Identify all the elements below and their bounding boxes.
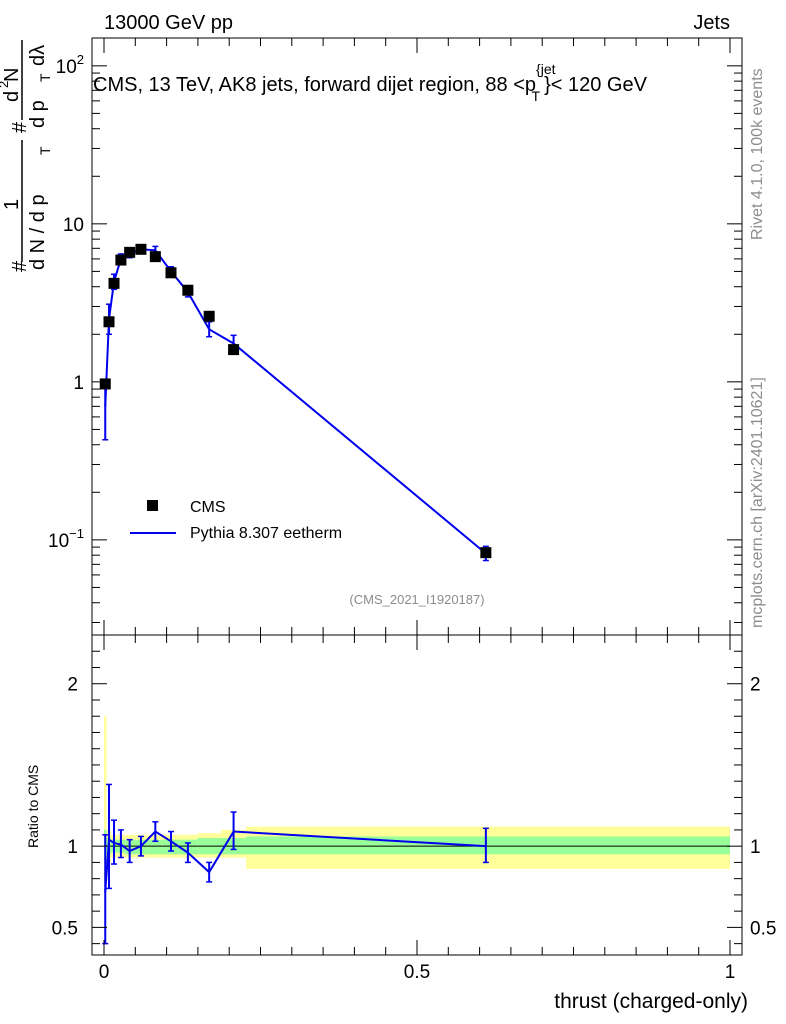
mcplots-label: mcplots.cern.ch [arXiv:2401.10621] — [749, 377, 766, 628]
ylabel-dn-dpt: d N / d p — [27, 194, 49, 270]
ratio-y-axis: 0.5 0.5 1 1 2 2 — [52, 650, 776, 945]
pythia-line — [104, 248, 487, 555]
main-y-tick-label: 102 — [56, 52, 84, 78]
ylabel-d: d — [1, 91, 23, 102]
ratio-x-axis: 0 0.5 1 — [99, 635, 736, 983]
inner-band-bin — [147, 839, 163, 855]
ratio-y-tick-label: 1 — [67, 837, 78, 858]
cms-point — [124, 246, 136, 258]
main-y-tick-label: 10 — [63, 215, 84, 236]
ratio-y-tick-label: 2 — [67, 675, 78, 696]
main-frame — [91, 37, 743, 636]
x-tick-label: 1 — [725, 962, 736, 983]
legend-pythia-label: Pythia 8.307 eetherm — [190, 525, 342, 542]
x-tick-label: 0 — [99, 962, 110, 983]
plot-title: CMS, 13 TeV, AK8 jets, forward dijet reg… — [93, 61, 648, 104]
ylabel-exp-2: 2 — [0, 81, 11, 88]
cms-point — [480, 547, 492, 559]
header-energy: 13000 GeV pp — [104, 12, 233, 34]
ratio-panel: 0.5 0.51 12 2 0 0.5 1 Ratio to CMS thrust (ch… — [25, 634, 776, 1013]
main-panel: 10−1 1 10 102 CMS, 13 TeV, AK8 jets, forwar… — [0, 37, 743, 636]
cms-point — [99, 378, 111, 390]
main-x-ticks — [103, 38, 731, 635]
legend-cms-marker — [147, 500, 158, 511]
ratio-uncertainty-bands — [104, 716, 731, 882]
ylabel-dp-sub: T — [37, 73, 53, 82]
ratio-y-tick-label: 0.5 — [52, 918, 78, 939]
main-y-tick-label: 10−1 — [48, 526, 84, 552]
ratio-y-label: Ratio to CMS — [25, 765, 41, 848]
ylabel-hash-mid: # — [9, 121, 31, 133]
ratio-y-tick-label-right: 2 — [750, 675, 761, 696]
legend: CMS Pythia 8.307 eetherm — [130, 499, 342, 542]
ylabel-dn-dpt-sub: T — [37, 146, 53, 155]
header-category: Jets — [693, 12, 730, 34]
ylabel-dp: d p — [27, 100, 49, 128]
ratio-y-tick-label-right: 0.5 — [750, 918, 776, 939]
rivet-version-label: Rivet 4.1.0, 100k events — [749, 68, 766, 240]
cms-point — [165, 267, 177, 279]
cms-point — [228, 344, 240, 356]
cms-point — [149, 251, 161, 263]
ratio-y-tick-label-right: 1 — [750, 837, 761, 858]
inner-band-bin — [246, 836, 731, 855]
cms-point — [108, 277, 120, 289]
cms-point — [115, 254, 127, 266]
legend-cms-label: CMS — [190, 499, 226, 516]
main-y-axis: 10−1 1 10 102 — [48, 52, 742, 623]
cms-point — [182, 284, 194, 296]
outer-band-bin — [104, 716, 107, 882]
ylabel-dlambda: dλ — [27, 45, 49, 66]
ylabel-hash-left: # — [9, 260, 31, 272]
ratio-pythia-series — [102, 783, 489, 945]
pythia-series — [102, 244, 489, 562]
cms-point — [203, 310, 215, 322]
x-tick-label: 0.5 — [404, 962, 430, 983]
cms-point — [135, 243, 147, 255]
ylabel-N: N — [1, 68, 23, 82]
cms-series — [99, 243, 492, 559]
x-axis-label: thrust (charged-only) — [554, 990, 748, 1013]
cms-point — [103, 316, 115, 328]
main-y-label: # 1 d N / d p T # d 2 N d p T dλ — [0, 40, 53, 272]
main-y-tick-label: 1 — [73, 373, 84, 394]
ylabel-one: 1 — [1, 199, 23, 210]
analysis-id: (CMS_2021_I1920187) — [349, 592, 484, 607]
ratio-frame — [91, 634, 743, 956]
